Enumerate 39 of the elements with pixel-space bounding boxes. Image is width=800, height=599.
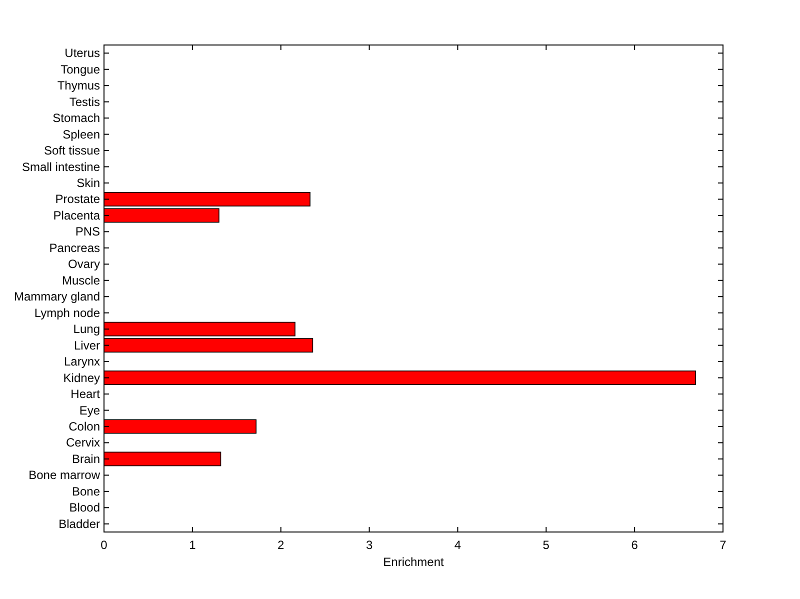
x-tick-label: 3 bbox=[366, 538, 373, 552]
y-tick-label: Soft tissue bbox=[44, 144, 100, 158]
y-tick-label: Kidney bbox=[63, 370, 100, 385]
y-tick-label: Pancreas bbox=[49, 240, 100, 255]
x-tick-label: 0 bbox=[100, 538, 108, 552]
y-tick-label: Liver bbox=[74, 338, 100, 352]
y-tick-label: Lymph node bbox=[34, 306, 100, 320]
y-tick-label: Brain bbox=[72, 452, 100, 466]
y-tick-label: Small intestine bbox=[22, 160, 100, 174]
x-tick-label: 5 bbox=[542, 538, 550, 552]
y-tick-label: Bone marrow bbox=[28, 468, 100, 482]
y-tick-label: Lung bbox=[73, 322, 100, 336]
x-tick-label: 4 bbox=[454, 538, 462, 552]
y-tick-label: Skin bbox=[76, 176, 100, 190]
y-tick-label: Thymus bbox=[57, 78, 100, 93]
y-tick-label: PNS bbox=[75, 224, 100, 239]
x-tick-label: 1 bbox=[189, 538, 196, 552]
y-tick-label: Uterus bbox=[64, 46, 100, 60]
y-tick-label: Stomach bbox=[52, 111, 100, 126]
y-tick-label: Tongue bbox=[60, 62, 100, 76]
y-tick-label: Heart bbox=[70, 387, 101, 402]
y-tick-label: Spleen bbox=[62, 127, 100, 142]
y-tick-label: Prostate bbox=[55, 192, 100, 206]
y-tick-label: Blood bbox=[69, 500, 100, 515]
x-tick-label: 7 bbox=[720, 538, 727, 552]
y-tick-label: Ovary bbox=[68, 257, 100, 272]
y-tick-label: Muscle bbox=[62, 273, 100, 288]
y-tick-label: Bladder bbox=[58, 516, 100, 531]
x-axis-title: Enrichment bbox=[383, 555, 445, 569]
y-tick-label: Placenta bbox=[53, 208, 100, 222]
y-tick-label: Eye bbox=[79, 403, 100, 418]
y-tick-label: Testis bbox=[69, 94, 100, 109]
y-tick-label: Colon bbox=[68, 419, 100, 434]
x-tick-label: 6 bbox=[631, 538, 638, 552]
y-tick-label: Cervix bbox=[66, 436, 100, 450]
y-tick-label: Bone bbox=[72, 484, 100, 498]
y-tick-label: Mammary gland bbox=[14, 290, 100, 304]
x-tick-label: 2 bbox=[278, 538, 285, 552]
y-tick-label: Larynx bbox=[64, 354, 100, 369]
